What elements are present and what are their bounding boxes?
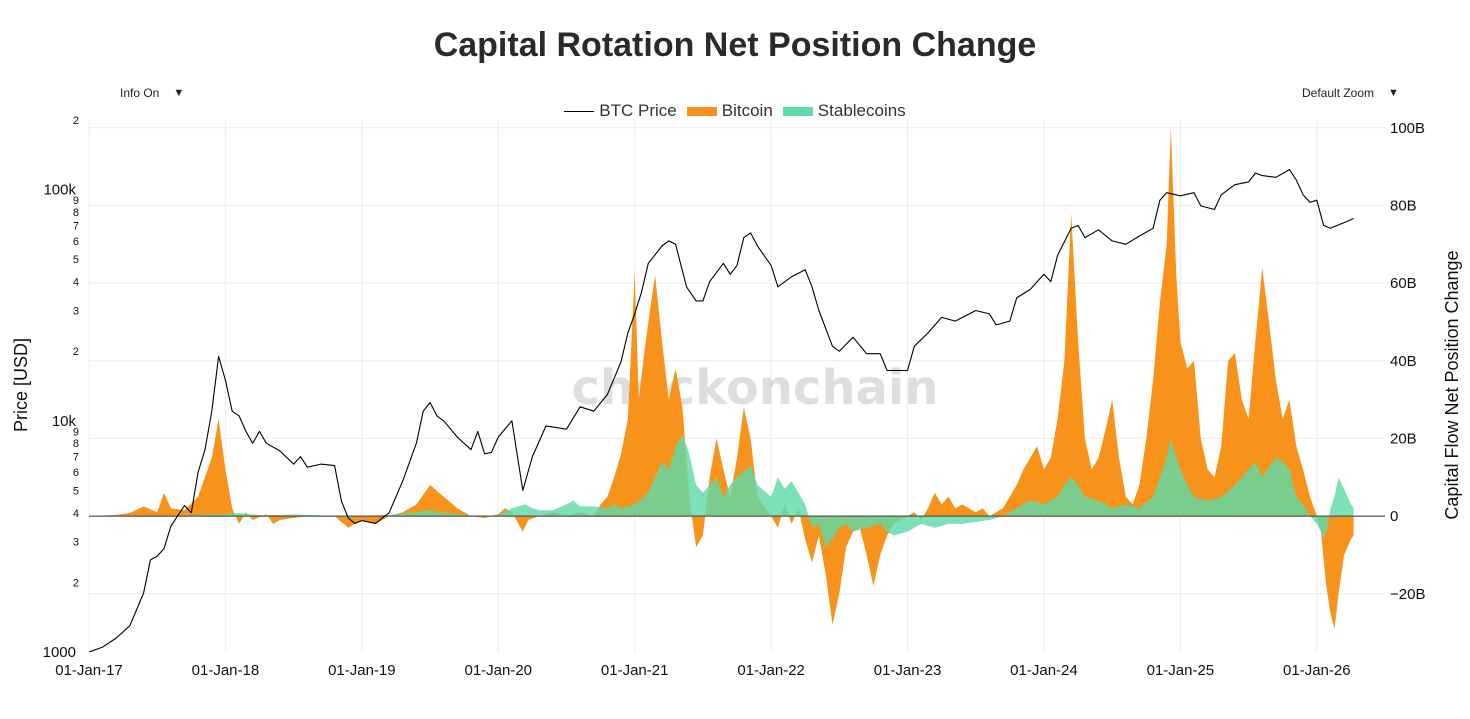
y-left-minor-tick-label: 7	[73, 220, 79, 232]
legend-area-swatch	[782, 106, 813, 116]
y-left-tick-label: 100k	[43, 182, 76, 199]
x-tick-label: 01-Jan-21	[601, 662, 669, 679]
x-tick-label: 01-Jan-23	[874, 662, 942, 679]
chart-title: Capital Rotation Net Position Change	[433, 26, 1037, 64]
y-right-tick-label: 0	[1390, 508, 1398, 525]
y-left-minor-tick-label: 4	[73, 277, 79, 289]
y-left-minor-tick-label: 6	[73, 467, 79, 479]
x-tick-label: 01-Jan-17	[55, 662, 123, 679]
x-tick-label: 01-Jan-24	[1010, 662, 1078, 679]
y-right-tick-label: 100B	[1390, 120, 1425, 137]
zoom-dropdown-label: Default Zoom	[1302, 86, 1375, 100]
y-left-minor-tick-label: 7	[73, 452, 79, 464]
y-left-minor-tick-label: 5	[73, 485, 79, 497]
legend-area-swatch	[686, 106, 717, 116]
chevron-down-icon: ▼	[173, 87, 185, 99]
legend-item-bitcoin[interactable]: Bitcoin	[686, 101, 773, 121]
y-right-tick-label: 20B	[1390, 430, 1417, 447]
y-left-minor-tick-label: 8	[73, 207, 79, 219]
y-left-minor-tick-label: 9	[73, 426, 79, 438]
y-left-tick-label: 1000	[43, 644, 76, 661]
y-left-minor-tick-label: 6	[73, 236, 79, 248]
x-tick-label: 01-Jan-26	[1283, 662, 1351, 679]
chevron-down-icon: ▼	[1388, 87, 1399, 99]
y-left-minor-tick-label: 8	[73, 438, 79, 450]
x-tick-label: 01-Jan-18	[192, 662, 260, 679]
zoom-dropdown[interactable]: Default Zoom ▼	[1292, 80, 1407, 106]
price-line-layer	[89, 169, 1354, 652]
x-tick-label: 01-Jan-22	[737, 662, 805, 679]
stablecoins-area	[89, 434, 1354, 548]
y-left-minor-tick-label: 9	[73, 195, 79, 207]
grid-layer	[88, 120, 1385, 652]
legend-line-swatch	[564, 110, 595, 112]
y-right-tick-label: −20B	[1390, 586, 1425, 603]
y-left-tick-label: 10k	[52, 413, 77, 430]
legend-label: Stablecoins	[817, 101, 906, 120]
y-right-tick-label: 80B	[1390, 197, 1417, 214]
y-left-minor-tick-label: 3	[73, 305, 79, 317]
x-tick-label: 01-Jan-19	[328, 662, 396, 679]
y-right-tick-label: 60B	[1390, 275, 1417, 292]
y-left-minor-tick-label: 2	[73, 115, 79, 127]
y-left-minor-tick-label: 2	[73, 577, 79, 589]
legend-label: Bitcoin	[721, 101, 773, 120]
y-left-axis-label: Price [USD]	[11, 338, 31, 432]
legend-item-btc-price[interactable]: BTC Price	[564, 101, 677, 121]
area-layer	[89, 127, 1385, 629]
x-tick-label: 01-Jan-20	[464, 662, 532, 679]
y-left-minor-tick-label: 4	[73, 508, 79, 520]
x-tick-label: 01-Jan-25	[1147, 662, 1215, 679]
watermark: checkonchain	[571, 360, 938, 416]
axis-layer: 01-Jan-17 01-Jan-18 01-Jan-19 01-Jan-20 01-J…	[43, 115, 1426, 679]
legend: BTC Price Bitcoin Stablecoins	[0, 101, 1470, 121]
legend-label: BTC Price	[599, 101, 677, 120]
y-left-minor-tick-label: 2	[73, 346, 79, 358]
info-dropdown-label: Info On	[120, 86, 160, 100]
y-left-minor-tick-label: 5	[73, 254, 79, 266]
legend-item-stablecoins[interactable]: Stablecoins	[782, 101, 906, 121]
y-right-tick-label: 40B	[1390, 353, 1417, 370]
btc-price-line	[89, 169, 1354, 652]
info-dropdown[interactable]: Info On ▼	[110, 80, 193, 106]
y-right-axis-label: Capital Flow Net Position Change	[1442, 250, 1462, 519]
y-left-minor-tick-label: 3	[73, 537, 79, 549]
